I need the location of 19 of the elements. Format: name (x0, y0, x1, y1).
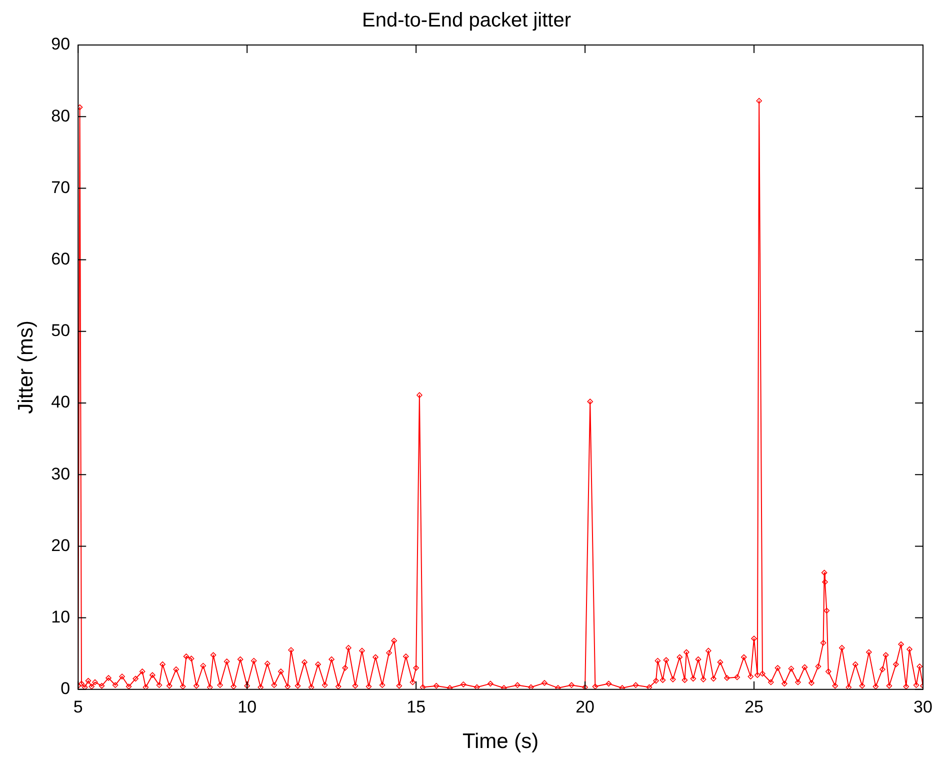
y-tick-label: 20 (51, 536, 70, 555)
y-tick-label: 50 (51, 321, 70, 340)
y-tick-label: 0 (60, 679, 70, 698)
chart-title: End-to-End packet jitter (362, 10, 572, 32)
x-tick-label: 30 (914, 697, 932, 716)
x-tick-label: 10 (238, 697, 257, 716)
y-axis-title: Jitter (ms) (14, 320, 38, 414)
x-axis-title: Time (s) (462, 730, 539, 754)
y-tick-label: 40 (51, 392, 70, 412)
x-tick-label: 5 (73, 697, 83, 716)
y-tick-label: 70 (51, 178, 70, 197)
x-tick-label: 20 (576, 697, 595, 716)
y-tick-label: 90 (51, 34, 70, 54)
x-tick-label: 15 (406, 697, 426, 716)
y-tick-label: 30 (51, 464, 70, 484)
y-tick-label: 80 (51, 106, 70, 126)
y-tick-label: 60 (51, 249, 70, 268)
y-tick-label: 10 (51, 607, 70, 626)
x-tick-label: 25 (744, 697, 764, 716)
